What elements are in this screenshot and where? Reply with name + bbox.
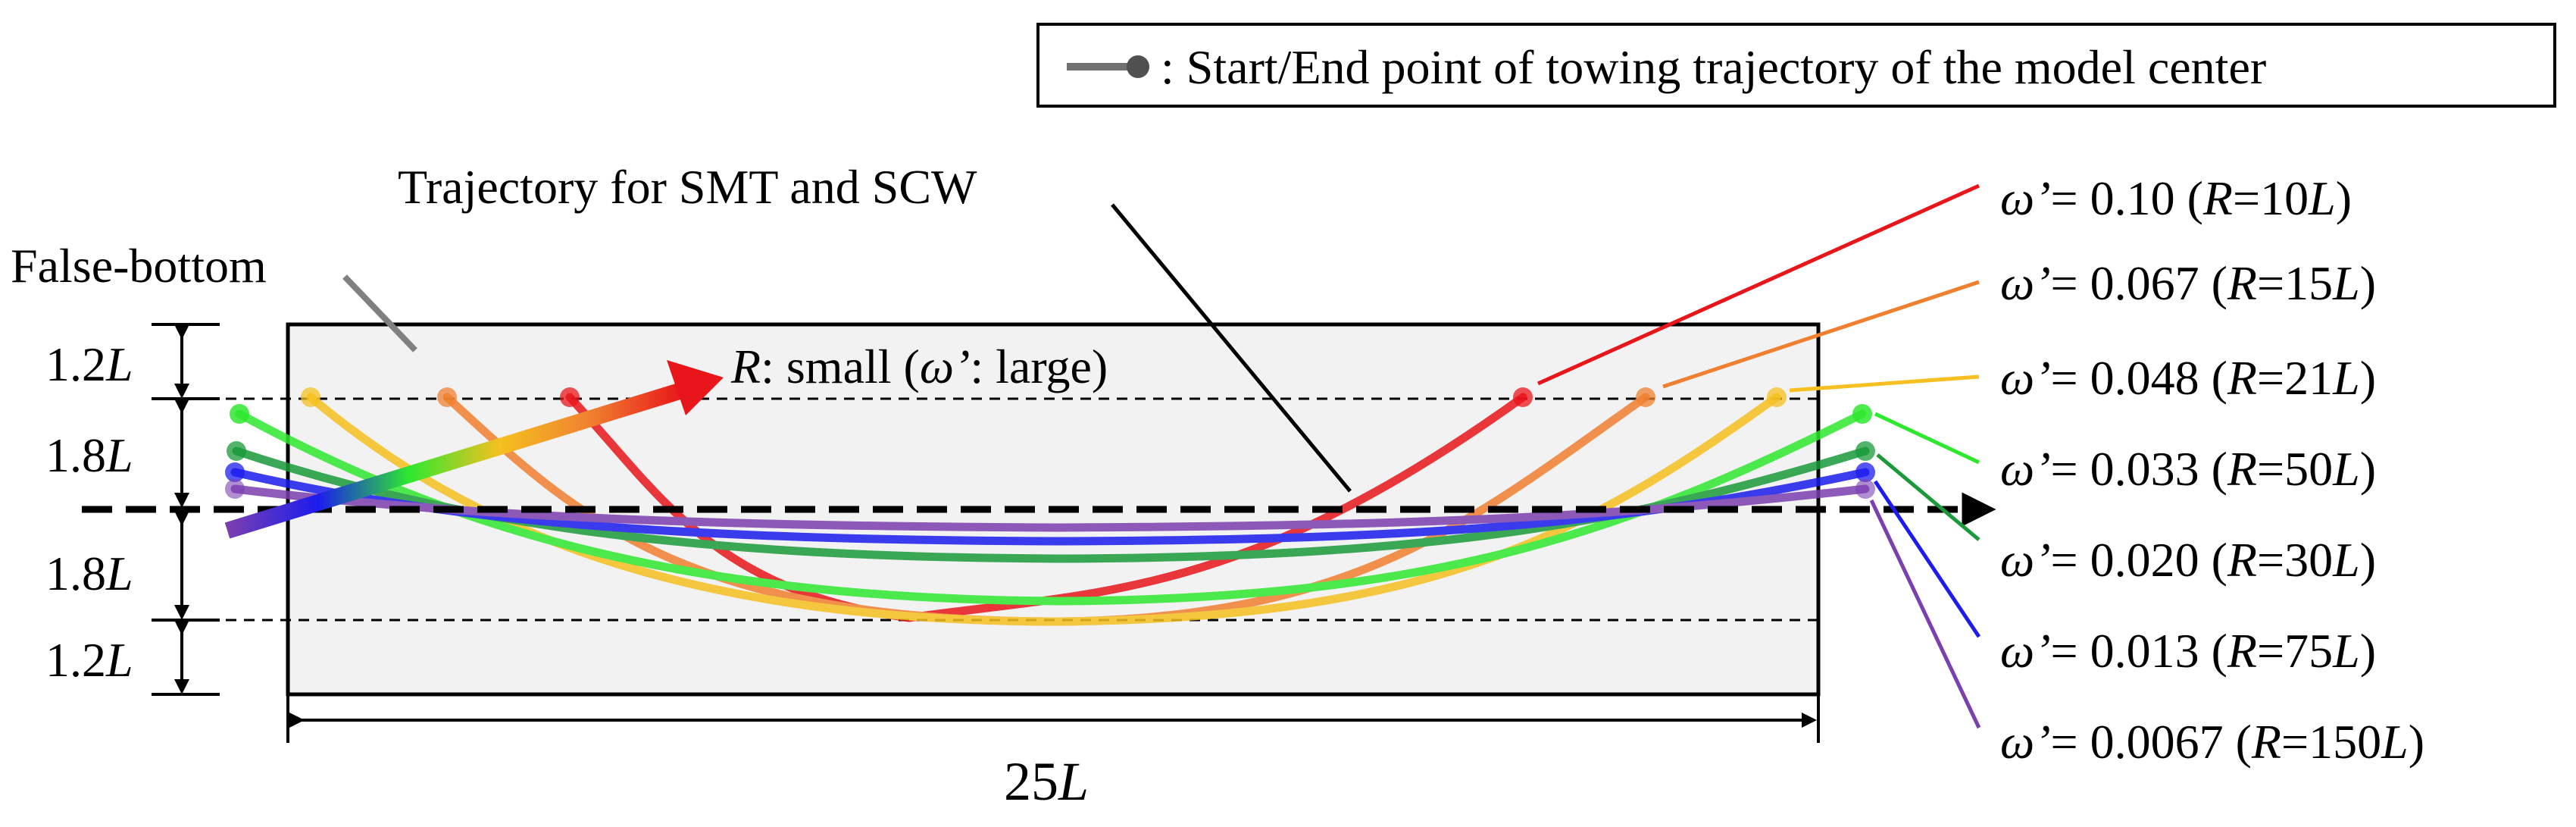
leader-omega-0-013 xyxy=(1873,480,1981,638)
curve-label-omega-0-10: ω’= 0.10 (R=10L) xyxy=(2000,171,2352,225)
depth-label-2: 1.8L xyxy=(45,428,133,482)
endpoint-dot xyxy=(1855,441,1875,461)
r-small-label: R: small (ω’: large) xyxy=(730,340,1108,393)
endpoint-dot xyxy=(230,404,249,424)
rainbow-arrow-shaft xyxy=(224,382,685,539)
width-dimension xyxy=(286,694,1820,743)
endpoint-dot xyxy=(1513,387,1533,407)
depth-dimensions xyxy=(152,323,220,696)
leader-omega-0-0067 xyxy=(1869,499,1981,729)
leader-omega-0-10 xyxy=(1537,183,1980,386)
endpoint-dot xyxy=(227,441,246,461)
curve-label-omega-0-013: ω’= 0.013 (R=75L) xyxy=(2000,624,2376,678)
endpoint-dot xyxy=(1852,404,1872,424)
endpoint-dot xyxy=(1855,462,1875,482)
endpoint-dot xyxy=(225,479,245,499)
curve-label-omega-0-067: ω’= 0.067 (R=15L) xyxy=(2000,256,2376,310)
curve-label-omega-0-048: ω’= 0.048 (R=21L) xyxy=(2000,351,2376,405)
legend-marker-dot xyxy=(1127,55,1149,78)
depth-label-4: 1.2L xyxy=(45,633,133,687)
leader-omega-0-048 xyxy=(1789,374,1980,393)
leader-omega-0-033 xyxy=(1874,412,1980,465)
legend-text: : Start/End point of towing trajectory o… xyxy=(1161,40,2266,94)
endpoint-dot xyxy=(437,387,457,407)
false-bottom-pointer xyxy=(342,274,417,352)
width-label: 25L xyxy=(1004,751,1089,812)
curve-label-omega-0-033: ω’= 0.033 (R=50L) xyxy=(2000,442,2376,496)
endpoint-dot xyxy=(225,462,245,482)
curve-labels: ω’= 0.10 (R=10L) ω’= 0.067 (R=15L) ω’= 0… xyxy=(2000,171,2424,769)
legend-frame xyxy=(1036,23,2556,108)
rainbow-arrow-head xyxy=(667,360,724,415)
endpoint-dot xyxy=(1636,387,1655,407)
legend: : Start/End point of towing trajectory o… xyxy=(1036,23,2556,108)
curve-label-omega-0-0067: ω’= 0.0067 (R=150L) xyxy=(2000,715,2424,769)
endpoint-dot xyxy=(1767,387,1787,407)
endpoint-markers xyxy=(225,387,1875,499)
false-bottom-label: False-bottom xyxy=(11,239,267,293)
endpoint-dot xyxy=(1855,479,1875,499)
endpoint-dot xyxy=(560,387,580,407)
depth-label-3: 1.8L xyxy=(45,547,133,600)
endpoint-dot xyxy=(301,387,320,407)
trajectory-label: Trajectory for SMT and SCW xyxy=(398,160,977,214)
leader-omega-0-067 xyxy=(1662,280,1980,389)
trajectory-pointer xyxy=(1111,203,1352,493)
curve-leaders xyxy=(1537,183,1981,729)
curve-label-omega-0-020: ω’= 0.020 (R=30L) xyxy=(2000,533,2376,587)
leader-omega-0-020 xyxy=(1876,453,1980,541)
depth-label-1: 1.2L xyxy=(45,337,133,391)
r-small-arrow xyxy=(224,360,724,539)
